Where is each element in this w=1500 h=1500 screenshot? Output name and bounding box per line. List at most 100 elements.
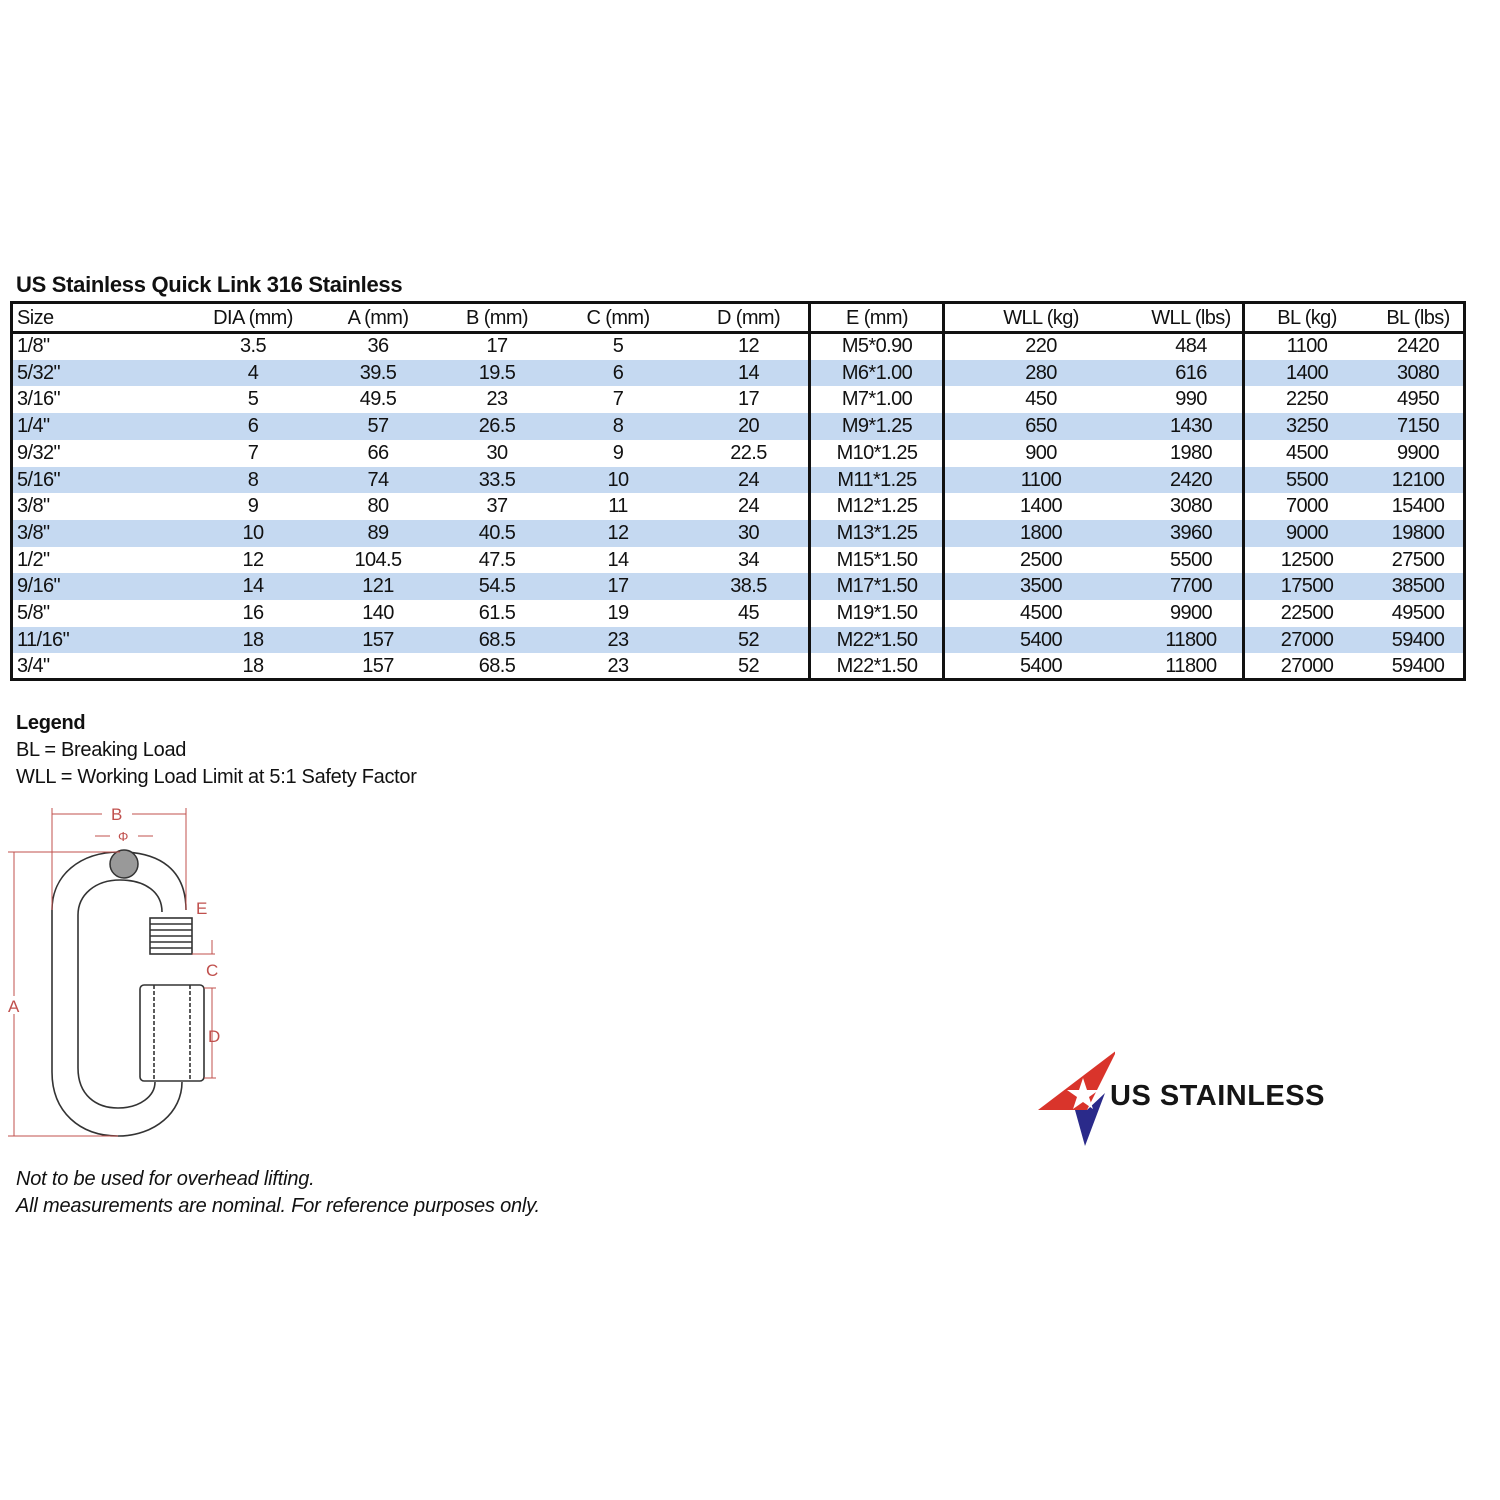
- cell-wll-lbs: 3080: [1169, 495, 1213, 518]
- cell-wll-kg: 450: [1025, 388, 1057, 411]
- cell-bl-kg: 7000: [1285, 495, 1329, 518]
- cell-b: 23: [486, 388, 508, 411]
- label-phi: Φ: [118, 829, 128, 844]
- cell-b: 54.5: [478, 575, 516, 598]
- cell-wll-kg: 900: [1025, 441, 1057, 464]
- cell-wll-kg: 1800: [1019, 521, 1063, 544]
- cell-wll-kg: 5400: [1019, 655, 1063, 678]
- cell-size: 1/2": [17, 548, 50, 571]
- cell-b: 30: [486, 441, 508, 464]
- cell-wll-lbs: 990: [1175, 388, 1207, 411]
- column-divider: [1242, 304, 1245, 678]
- cell-a: 104.5: [354, 548, 402, 571]
- table-row: 1/8" 3.5 36 17 5 12 M5*0.90 220 484 1100 2420: [13, 333, 1463, 360]
- table-row: 5/32" 4 39.5 19.5 6 14 M6*1.00 280 616 1400 3080: [13, 359, 1463, 387]
- cell-b: 68.5: [478, 655, 516, 678]
- cell-dia: 10: [242, 521, 264, 544]
- cell-d: 12: [737, 335, 760, 357]
- cell-e: M11*1.25: [837, 468, 917, 491]
- cell-d: 52: [737, 628, 760, 651]
- cell-bl-kg: 2250: [1285, 388, 1329, 411]
- label-c: C: [206, 961, 218, 980]
- logo-blue-wing-icon: [1075, 1093, 1105, 1146]
- cell-wll-lbs: 2420: [1169, 468, 1213, 491]
- cell-wll-lbs: 11800: [1165, 628, 1217, 651]
- cell-a: 49.5: [359, 388, 397, 411]
- cell-c: 5: [612, 335, 624, 357]
- cell-wll-kg: 650: [1025, 415, 1057, 438]
- cell-bl-lbs: 38500: [1391, 575, 1445, 598]
- cell-dia: 7: [247, 441, 259, 464]
- cell-size: 9/16": [17, 575, 61, 598]
- cell-c: 10: [607, 468, 629, 491]
- cell-size: 5/8": [17, 602, 50, 624]
- cell-wll-lbs: 3960: [1169, 521, 1213, 544]
- cell-bl-kg: 9000: [1285, 521, 1329, 544]
- table-header-row: Size DIA (mm) A (mm) B (mm) C (mm) D (mm) E (m…: [13, 304, 1463, 334]
- label-b: B: [111, 805, 122, 824]
- note-nominal: All measurements are nominal. For refere…: [16, 1195, 540, 1217]
- cell-b: 33.5: [478, 468, 516, 491]
- cell-size: 5/32": [17, 361, 61, 384]
- cell-wll-lbs: 1980: [1169, 441, 1213, 464]
- cell-dia: 4: [247, 361, 259, 384]
- cell-bl-lbs: 49500: [1391, 602, 1445, 624]
- cell-wll-lbs: 11800: [1165, 655, 1217, 678]
- cell-wll-kg: 5400: [1019, 628, 1063, 651]
- cell-e: M13*1.25: [836, 521, 918, 544]
- cell-dia: 5: [247, 388, 259, 411]
- cell-dia: 6: [247, 415, 259, 438]
- header-dia: DIA (mm): [213, 307, 293, 329]
- column-divider: [808, 304, 811, 678]
- table-row: 1/2" 12 104.5 47.5 14 34 M15*1.50 2500 5500 12500…: [13, 547, 1463, 574]
- cell-b: 19.5: [478, 361, 516, 384]
- label-d: D: [208, 1027, 220, 1046]
- cell-d: 20: [737, 415, 760, 438]
- cell-e: M7*1.00: [841, 388, 913, 411]
- cell-bl-kg: 27000: [1280, 628, 1334, 651]
- cell-c: 11: [608, 495, 628, 518]
- cell-wll-lbs: 7700: [1169, 575, 1213, 598]
- header-a: A (mm): [347, 307, 409, 329]
- cell-bl-kg: 1400: [1285, 361, 1329, 384]
- cell-e: M19*1.50: [836, 602, 918, 624]
- cell-bl-lbs: 9900: [1396, 441, 1440, 464]
- cell-wll-kg: 1100: [1020, 468, 1062, 491]
- cell-wll-kg: 3500: [1019, 575, 1063, 598]
- table-row: 3/8" 10 89 40.5 12 30 M13*1.25 1800 3960 9000 1980…: [13, 519, 1463, 547]
- logo-text: US STAINLESS: [1110, 1080, 1325, 1112]
- cell-size: 3/8": [17, 521, 50, 544]
- column-divider: [942, 304, 945, 678]
- cell-a: 157: [362, 628, 394, 651]
- cell-bl-lbs: 7150: [1396, 415, 1440, 438]
- cell-a: 66: [367, 441, 389, 464]
- cell-size: 11/16": [17, 628, 70, 651]
- cell-bl-lbs: 4950: [1396, 388, 1440, 411]
- cell-wll-lbs: 5500: [1169, 548, 1213, 571]
- cell-wll-kg: 2500: [1019, 548, 1063, 571]
- table-row: 3/16" 5 49.5 23 7 17 M7*1.00 450 990 2250 4950: [13, 386, 1463, 413]
- cell-a: 74: [367, 468, 389, 491]
- cell-b: 68.5: [478, 628, 516, 651]
- cell-c: 12: [607, 521, 629, 544]
- page-title: US Stainless Quick Link 316 Stainless: [16, 272, 403, 297]
- cell-d: 17: [737, 388, 760, 411]
- cell-bl-kg: 27000: [1280, 655, 1334, 678]
- cell-a: 36: [367, 335, 389, 357]
- cell-dia: 8: [247, 468, 259, 491]
- cell-dia: 3.5: [239, 335, 267, 357]
- cell-size: 1/8": [17, 335, 50, 357]
- cell-wll-lbs: 484: [1175, 335, 1207, 357]
- cell-a: 121: [362, 575, 394, 598]
- cell-d: 24: [737, 468, 760, 491]
- cell-dia: 16: [242, 602, 264, 624]
- cell-a: 39.5: [359, 361, 397, 384]
- cell-size: 3/16": [17, 388, 61, 411]
- header-wll-lbs: WLL (lbs): [1151, 307, 1231, 329]
- cell-dia: 12: [242, 548, 264, 571]
- label-a: A: [8, 997, 20, 1016]
- cell-bl-lbs: 19800: [1391, 521, 1445, 544]
- cell-bl-lbs: 27500: [1391, 548, 1445, 571]
- cell-bl-lbs: 12100: [1391, 468, 1445, 491]
- cell-b: 61.5: [478, 602, 516, 624]
